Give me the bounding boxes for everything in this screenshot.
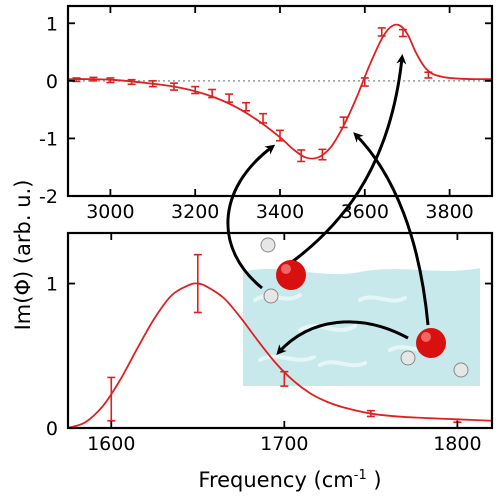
top-x-tick-label: 3200 <box>171 201 219 223</box>
top-data-point <box>398 28 407 38</box>
top-data-point <box>208 88 217 99</box>
top-data-point <box>89 76 98 82</box>
top-y-tick-label: -2 <box>39 186 58 208</box>
oxygen-highlight <box>281 264 291 274</box>
bottom-axis-ticks: 1600 1700 1800 0 1 <box>46 233 492 455</box>
top-x-tick-label: 3000 <box>86 201 134 223</box>
top-y-tick-label: 0 <box>46 71 58 93</box>
arrow-to-bonded-oh-peak <box>353 132 430 326</box>
top-x-tick-label: 3400 <box>256 201 304 223</box>
bottom-data-point <box>107 376 116 422</box>
bottom-y-tick-label: 0 <box>46 418 58 440</box>
top-x-tick-label: 3800 <box>425 201 473 223</box>
top-data-point <box>297 149 306 163</box>
oxygen-atom-icon <box>276 260 306 290</box>
bottom-fit-curve <box>67 282 493 429</box>
top-data-point <box>424 71 433 79</box>
oxygen-highlight <box>421 332 431 342</box>
top-data-point <box>360 77 369 87</box>
top-data-point <box>339 116 348 129</box>
x-axis-label: Frequency (cm-1 ) <box>198 468 381 492</box>
bottom-data-point <box>366 409 375 418</box>
x-axis-label-main: Frequency (cm <box>198 468 353 492</box>
bottom-panel: 1600 1700 1800 0 1 <box>46 231 494 455</box>
bottom-fit-curve-group <box>67 282 493 429</box>
water-molecule-icon <box>260 237 306 304</box>
x-axis-label-superscript: -1 <box>354 468 367 483</box>
top-data-point <box>377 27 386 37</box>
top-y-tick-label: -1 <box>39 128 58 150</box>
hydrogen-atom-icon <box>263 288 279 304</box>
top-data-point <box>106 77 115 84</box>
water-molecule-icon <box>400 328 469 378</box>
x-axis-label-end: ) <box>367 468 382 492</box>
top-axis-ticks: 3000 3200 3400 3600 3800 -2 -1 0 1 <box>39 6 492 223</box>
bottom-y-tick-label: 1 <box>46 274 58 296</box>
top-y-tick-label: 1 <box>46 13 58 35</box>
top-data-point <box>259 112 268 124</box>
arrow-to-bend-peak <box>226 144 276 290</box>
bottom-data-point <box>280 370 289 387</box>
bottom-plot-frame <box>66 231 494 430</box>
top-data-point <box>170 82 178 91</box>
water-surface-shape <box>243 268 480 386</box>
oxygen-atom-icon <box>416 328 446 358</box>
top-data-point <box>318 148 327 161</box>
bottom-x-tick-label: 1600 <box>87 433 135 455</box>
top-panel: 3000 3200 3400 3600 3800 -2 -1 0 1 <box>39 4 494 223</box>
water-surface-illustration <box>243 268 480 386</box>
arrows-group <box>226 54 430 355</box>
top-data-point <box>148 80 157 88</box>
top-plot-frame <box>66 4 494 198</box>
top-data-point <box>127 78 136 86</box>
hydrogen-atom-icon <box>400 350 416 366</box>
top-data-point <box>276 129 284 142</box>
arrow-to-bend-mode <box>276 320 409 355</box>
top-x-tick-label: 3600 <box>341 201 389 223</box>
top-data-points-group <box>72 27 433 163</box>
hydrogen-atom-icon <box>453 362 469 378</box>
arrow-to-free-oh-peak <box>277 54 407 274</box>
bottom-x-tick-label: 1800 <box>433 433 481 455</box>
top-fit-curve-group <box>67 23 493 160</box>
bottom-data-point <box>193 253 202 314</box>
top-data-point <box>191 85 200 95</box>
top-fit-curve <box>67 23 493 160</box>
y-axis-label: Im(Φ) (arb. u.) <box>11 180 35 331</box>
bottom-x-tick-label: 1700 <box>260 433 308 455</box>
top-data-point <box>225 93 234 103</box>
top-data-point <box>242 101 251 112</box>
hydrogen-atom-icon <box>260 237 276 253</box>
